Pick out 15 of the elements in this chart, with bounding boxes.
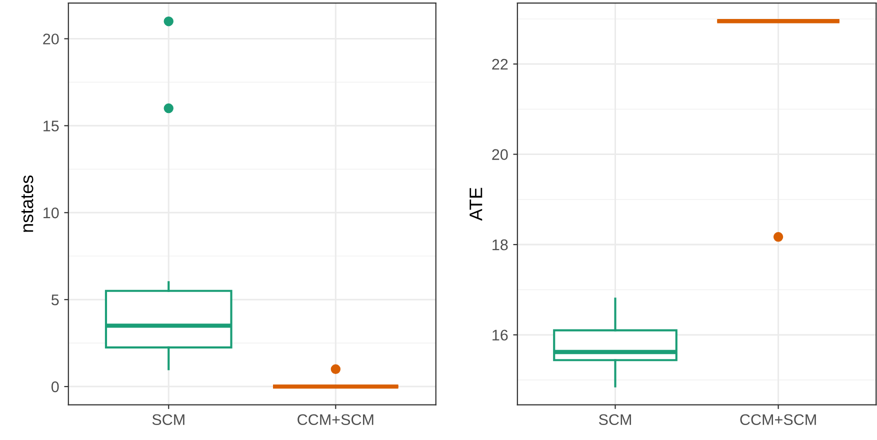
- y-tick-label: 22: [492, 58, 508, 70]
- x-tick-label: SCM: [152, 414, 184, 426]
- y-tick-label: 0: [51, 381, 59, 392]
- y-tick-label: 15: [44, 120, 59, 132]
- y-tick-label: 16: [492, 330, 508, 341]
- x-tick-label: CCM+SCM: [298, 414, 374, 426]
- y-axis-title: nstates: [21, 175, 34, 232]
- y-tick-label: 20: [43, 34, 59, 44]
- y-tick-label: 5: [51, 294, 59, 306]
- y-tick-label: 20: [492, 149, 508, 160]
- x-tick-label: CCM+SCM: [740, 414, 816, 426]
- y-tick-label: 18: [492, 239, 508, 250]
- y-tick-label: 10: [44, 208, 59, 218]
- y-axis-title: ATE: [470, 188, 482, 221]
- x-tick-label: SCM: [598, 414, 631, 426]
